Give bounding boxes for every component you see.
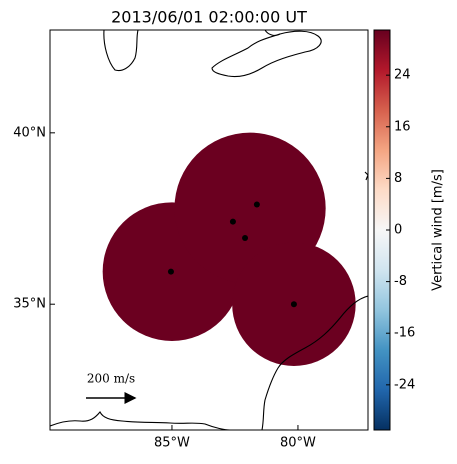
colorbar-tick-label: -8 bbox=[394, 274, 407, 289]
y-tick-label: 35°N bbox=[13, 297, 46, 312]
radar-site bbox=[242, 235, 249, 242]
coastline bbox=[50, 411, 231, 430]
coastlines bbox=[50, 30, 368, 430]
x-tick-label: 85°W bbox=[154, 436, 190, 451]
colorbar-tick-label: -16 bbox=[394, 326, 415, 341]
radar-site bbox=[253, 201, 260, 208]
radar-site bbox=[290, 301, 297, 308]
coastline bbox=[264, 30, 281, 36]
colorbar-tick-label: 24 bbox=[394, 68, 411, 83]
colorbar-tick-label: -24 bbox=[394, 377, 415, 392]
colorbar-label: Vertical wind [m/s] bbox=[431, 169, 446, 291]
field-layer bbox=[102, 132, 356, 366]
coastline bbox=[261, 295, 368, 430]
colorbar-tick-label: 16 bbox=[394, 119, 411, 134]
y-tick-label: 40°N bbox=[13, 125, 46, 140]
coastline bbox=[211, 30, 322, 78]
chart-title: 2013/06/01 02:00:00 UT bbox=[111, 8, 307, 27]
radar-site bbox=[167, 268, 174, 275]
radar-site bbox=[229, 218, 236, 225]
colorbar-tick-label: 8 bbox=[394, 171, 402, 186]
coastline bbox=[364, 171, 368, 181]
arrow-label: 200 m/s bbox=[87, 372, 135, 386]
colorbar-tick-label: 0 bbox=[394, 223, 402, 238]
coastline bbox=[103, 30, 139, 72]
x-tick-label: 80°W bbox=[280, 436, 316, 451]
map-frame bbox=[49, 29, 369, 431]
